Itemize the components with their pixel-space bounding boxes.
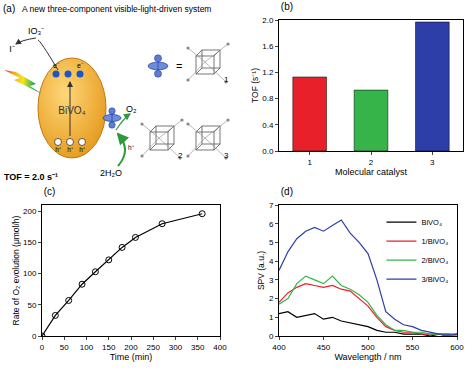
svg-text:4: 4 (269, 257, 274, 266)
svg-text:100: 100 (23, 269, 37, 278)
svg-text:150: 150 (102, 343, 116, 352)
svg-text:400: 400 (272, 343, 286, 352)
svg-text:3: 3 (224, 151, 229, 160)
svg-text:2H₂O: 2H₂O (100, 168, 122, 178)
svg-text:0.4: 0.4 (262, 121, 274, 130)
svg-text:O₂: O₂ (126, 104, 137, 114)
svg-text:h⁺: h⁺ (67, 146, 73, 153)
svg-text:I⁻: I⁻ (9, 44, 15, 54)
svg-text:450: 450 (317, 343, 331, 352)
svg-text:100: 100 (80, 343, 94, 352)
svg-text:2: 2 (178, 151, 183, 160)
svg-text:2/BiVO₄: 2/BiVO₄ (421, 256, 448, 265)
svg-text:1: 1 (269, 313, 274, 322)
svg-text:BiVO₄: BiVO₄ (421, 218, 442, 227)
svg-text:Molecular catalyst: Molecular catalyst (335, 167, 408, 177)
svg-text:Time (min): Time (min) (110, 352, 153, 362)
svg-text:SPV (a.u.): SPV (a.u.) (256, 251, 266, 290)
svg-text:200: 200 (23, 207, 37, 216)
svg-text:0.0: 0.0 (262, 147, 274, 156)
svg-text:7: 7 (269, 201, 274, 210)
svg-text:550: 550 (406, 343, 420, 352)
svg-text:500: 500 (361, 343, 375, 352)
svg-text:Wavelength / nm: Wavelength / nm (334, 352, 401, 362)
svg-text:350: 350 (191, 343, 205, 352)
svg-text:3/BiVO₄: 3/BiVO₄ (421, 275, 448, 284)
svg-text:TOF = 2.0 s⁻¹: TOF = 2.0 s⁻¹ (4, 172, 58, 182)
svg-text:6: 6 (269, 220, 274, 229)
svg-text:3: 3 (269, 276, 274, 285)
svg-text:h⁺: h⁺ (79, 146, 85, 153)
svg-text:e⁻: e⁻ (53, 62, 59, 69)
svg-text:(d): (d) (281, 186, 293, 197)
svg-text:5: 5 (269, 238, 274, 247)
svg-text:2.0: 2.0 (262, 16, 274, 25)
svg-text:1.6: 1.6 (262, 42, 274, 51)
svg-text:250: 250 (147, 343, 161, 352)
svg-text:1: 1 (307, 158, 312, 167)
svg-text:BiVO₄: BiVO₄ (58, 105, 85, 116)
svg-text:Rate of O₂ evolution (μmol/h): Rate of O₂ evolution (μmol/h) (11, 215, 21, 325)
svg-text:1: 1 (224, 75, 229, 84)
svg-text:300: 300 (169, 343, 183, 352)
svg-text:0: 0 (32, 332, 37, 341)
svg-text:A new three-component visible-: A new three-component visible-light-driv… (22, 4, 211, 14)
svg-text:1/BiVO₄: 1/BiVO₄ (421, 237, 448, 246)
svg-text:TOF (s⁻¹): TOF (s⁻¹) (250, 68, 260, 103)
svg-text:200: 200 (124, 343, 138, 352)
svg-text:e⁻: e⁻ (77, 62, 84, 69)
svg-text:(a): (a) (3, 3, 15, 14)
svg-text:400: 400 (213, 343, 227, 352)
svg-text:50: 50 (27, 301, 36, 310)
svg-text:(b): (b) (281, 1, 293, 12)
svg-text:0: 0 (40, 343, 45, 352)
svg-text:3: 3 (430, 158, 435, 167)
svg-text:150: 150 (23, 238, 37, 247)
svg-text:2: 2 (269, 294, 274, 303)
svg-text:IO₃⁻: IO₃⁻ (28, 26, 44, 36)
svg-text:0: 0 (269, 332, 274, 341)
svg-text:0.8: 0.8 (262, 94, 274, 103)
svg-text:(c): (c) (44, 186, 56, 197)
svg-text:=: = (176, 60, 182, 72)
svg-text:2: 2 (369, 158, 374, 167)
svg-text:h⁺: h⁺ (55, 146, 61, 153)
svg-text:1.2: 1.2 (262, 68, 274, 77)
svg-text:600: 600 (450, 343, 464, 352)
svg-text:h⁺: h⁺ (128, 144, 134, 151)
svg-text:50: 50 (60, 343, 69, 352)
